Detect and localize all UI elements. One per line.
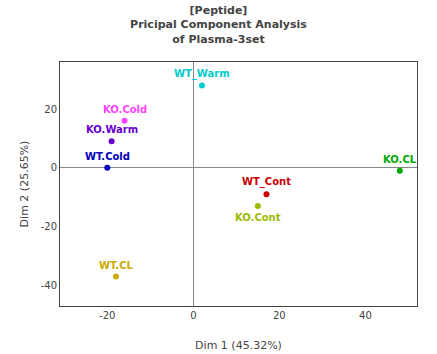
svg-text:WT_Warm: WT_Warm (174, 68, 230, 80)
svg-text:40: 40 (359, 310, 372, 321)
svg-text:-20: -20 (99, 310, 115, 321)
svg-text:Dim 2 (25.65%): Dim 2 (25.65%) (18, 141, 31, 228)
svg-text:-20: -20 (41, 221, 57, 232)
svg-text:WT.CL: WT.CL (99, 260, 133, 271)
svg-text:20: 20 (273, 310, 286, 321)
svg-text:WT.Cold: WT.Cold (85, 151, 130, 162)
svg-text:WT_Cont: WT_Cont (242, 176, 291, 188)
svg-text:0: 0 (190, 310, 196, 321)
svg-text:20: 20 (44, 104, 57, 115)
svg-text:KO.CL: KO.CL (383, 154, 417, 165)
svg-text:KO.Cold: KO.Cold (103, 104, 147, 115)
svg-text:KO.Warm: KO.Warm (86, 124, 138, 135)
svg-text:KO.Cont: KO.Cont (235, 212, 281, 223)
svg-text:Dim 1 (45.32%): Dim 1 (45.32%) (195, 339, 282, 352)
svg-text:-40: -40 (41, 280, 57, 291)
svg-text:[Peptide]Pricipal Component An: [Peptide]Pricipal Component Analysisof P… (130, 4, 307, 46)
svg-text:0: 0 (51, 162, 57, 173)
